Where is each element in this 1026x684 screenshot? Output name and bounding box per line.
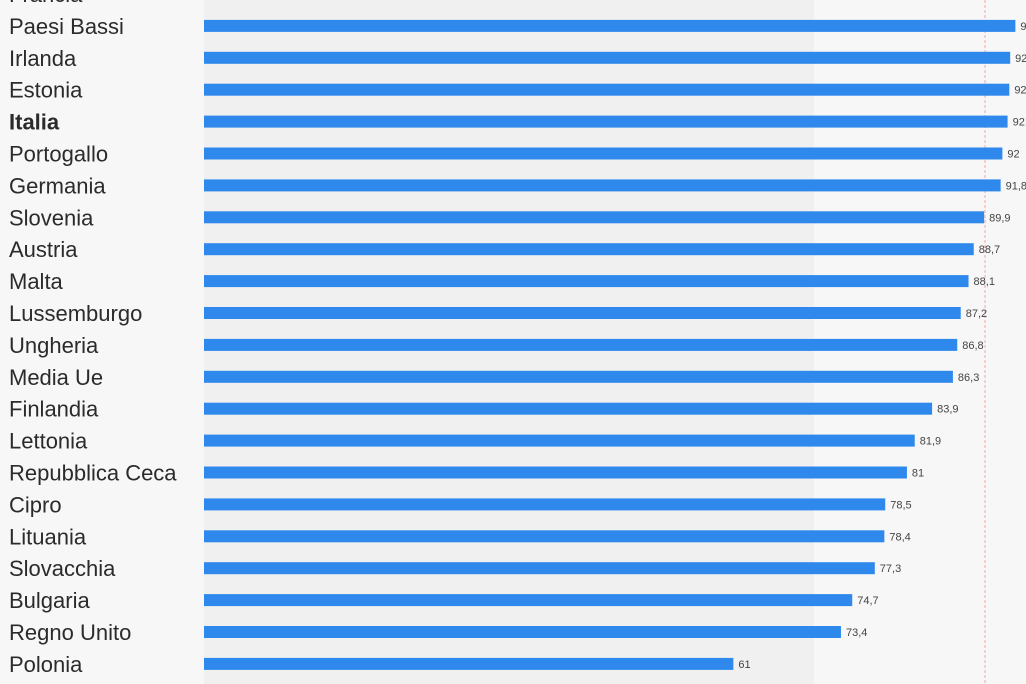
category-label-regno-unito: Regno Unito — [9, 620, 131, 645]
bar-finlandia — [204, 402, 933, 415]
value-label-paesi-bassi: 93,5 — [1020, 21, 1026, 33]
value-labels-group: 93,5 92,9 92,8 92,6 92 91,8 89,9 88,7 88,1 87,2 86… — [738, 21, 1026, 671]
bar-paesi-bassi — [204, 19, 1016, 32]
value-label-bulgaria: 74,7 — [857, 595, 878, 607]
bar-polonia — [204, 657, 734, 670]
value-label-regno-unito: 73,4 — [846, 627, 867, 639]
bar-estonia — [204, 83, 1010, 96]
bar-irlanda — [204, 51, 1011, 64]
bar-italia — [204, 115, 1008, 128]
bars-group — [204, 19, 1016, 670]
bar-portogallo — [204, 147, 1003, 160]
value-label-malta: 88,1 — [974, 276, 995, 288]
category-label-bulgaria: Bulgaria — [9, 588, 90, 613]
value-label-lituania: 78,4 — [889, 531, 910, 543]
bar-slovenia — [204, 211, 985, 224]
value-label-irlanda: 92,9 — [1015, 53, 1026, 65]
bar-malta — [204, 275, 969, 288]
category-label-lettonia: Lettonia — [9, 429, 88, 454]
bar-ungheria — [204, 338, 958, 351]
category-label-austria: Austria — [9, 237, 78, 262]
category-label-polonia: Polonia — [9, 652, 83, 677]
bar-lettonia — [204, 434, 915, 447]
category-label-media-ue: Media Ue — [9, 365, 103, 390]
category-label-finlandia: Finlandia — [9, 397, 99, 422]
bar-cipro — [204, 498, 886, 511]
category-label-cipro: Cipro — [9, 492, 62, 517]
value-label-polonia: 61 — [738, 659, 750, 671]
category-label-repubblica-ceca: Repubblica Ceca — [9, 461, 177, 486]
value-label-media-ue: 86,3 — [958, 372, 979, 384]
bar-bulgaria — [204, 594, 853, 607]
category-label-francia: Francia — [9, 0, 83, 7]
category-label-malta: Malta — [9, 269, 64, 294]
category-label-estonia: Estonia — [9, 78, 83, 103]
category-label-germania: Germania — [9, 173, 106, 198]
category-labels-group: Francia Paesi Bassi Irlanda Estonia Italia Po… — [9, 0, 177, 677]
bar-slovacchia — [204, 562, 875, 575]
bar-repubblica-ceca — [204, 466, 907, 479]
bar-austria — [204, 243, 974, 256]
value-label-lussemburgo: 87,2 — [966, 308, 987, 320]
category-label-irlanda: Irlanda — [9, 46, 77, 71]
category-label-ungheria: Ungheria — [9, 333, 99, 358]
value-label-repubblica-ceca: 81 — [912, 468, 924, 480]
value-label-slovenia: 89,9 — [989, 212, 1010, 224]
category-label-portogallo: Portogallo — [9, 142, 108, 167]
category-label-paesi-bassi: Paesi Bassi — [9, 14, 124, 39]
bar-lussemburgo — [204, 307, 961, 319]
category-label-slovacchia: Slovacchia — [9, 556, 116, 581]
value-label-italia: 92,6 — [1013, 117, 1026, 129]
category-label-lituania: Lituania — [9, 524, 87, 549]
category-label-lussemburgo: Lussemburgo — [9, 301, 142, 326]
bar-lituania — [204, 530, 885, 543]
bar-germania — [204, 179, 1001, 192]
value-label-finlandia: 83,9 — [937, 404, 958, 416]
value-label-estonia: 92,8 — [1014, 85, 1026, 97]
category-label-slovenia: Slovenia — [9, 205, 94, 230]
bar-media-ue — [204, 370, 953, 383]
value-label-ungheria: 86,8 — [962, 340, 983, 352]
value-label-slovacchia: 77,3 — [880, 563, 901, 575]
category-label-italia: Italia — [9, 110, 60, 135]
bar-regno-unito — [204, 626, 841, 638]
value-label-cipro: 78,5 — [890, 499, 911, 511]
value-label-austria: 88,7 — [979, 244, 1000, 256]
value-label-lettonia: 81,9 — [920, 436, 941, 448]
value-label-germania: 91,8 — [1006, 180, 1026, 192]
value-label-portogallo: 92 — [1007, 149, 1019, 161]
